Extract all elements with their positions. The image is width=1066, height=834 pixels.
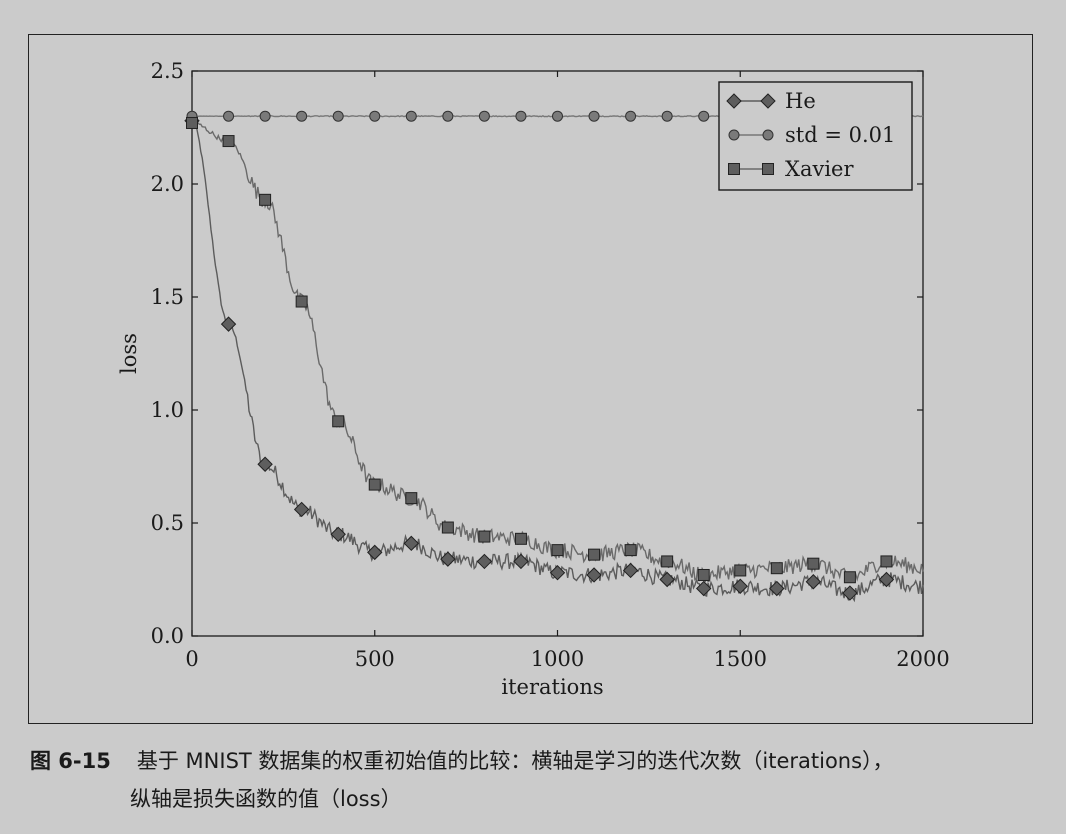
marker-s3-p19 [843,571,856,584]
y-tick-label-2: 0.5 [151,511,184,535]
marker-s3-p18 [807,557,820,570]
marker-s1-p20 [878,571,895,588]
marker-s3-p13 [624,544,637,557]
x-tick-label-1: 0 [185,647,198,671]
marker-s3-p14 [661,555,674,568]
marker-s1-p18 [805,574,822,590]
marker-s2-p14 [661,110,673,122]
marker-s1-p17 [769,580,785,597]
marker-s1-p16 [732,578,748,594]
marker-s1-p19 [842,585,858,601]
marker-s3-p16 [734,564,747,577]
x-axis-label: iterations [501,675,603,699]
legend-marker-1b [760,93,776,109]
series-line-1 [191,119,924,603]
marker-s2-p2 [223,110,235,122]
marker-s1-p5 [330,526,346,543]
marker-s2-p4 [296,110,308,122]
marker-s1-p12 [586,567,602,583]
figure-caption: 图 6-15 基于 MNIST 数据集的权重初始值的比较：横轴是学习的迭代次数（i… [30,742,1050,818]
marker-s2-p3 [259,110,271,122]
marker-s3-p8 [441,521,454,534]
legend-label-1: He [785,89,816,113]
y-tick-label-1: 0.0 [151,624,184,648]
marker-s3-p4 [295,295,308,308]
y-axis-label: loss [117,333,141,374]
marker-s2-p15 [698,110,710,122]
legend-marker-2a [728,129,740,141]
legend-marker-3a [728,163,740,175]
marker-s3-p9 [478,530,491,543]
marker-s2-p6 [369,110,381,122]
caption-text-1: 基于 MNIST 数据集的权重初始值的比较：横轴是学习的迭代次数（iterati… [136,749,894,773]
loss-chart: 0 500 1000 1500 2000 0.0 0.5 1.0 1.5 2.0 2.5 iterat… [117,59,950,699]
marker-s1-p4 [293,501,310,518]
marker-s1-p9 [476,553,493,570]
y-tick-label-5: 2.0 [151,172,184,196]
legend-marker-2b [762,129,774,141]
marker-s3-p11 [551,544,564,557]
marker-s3-p1 [186,116,198,129]
marker-s3-p17 [770,562,783,575]
marker-s3-p20 [880,555,893,568]
marker-s3-p10 [514,532,527,545]
legend-marker-1a [726,93,742,109]
marker-s2-p5 [332,110,344,122]
y-tick-label-6: 2.5 [151,59,184,83]
marker-s1-p15 [695,580,712,597]
marker-s1-p14 [659,571,675,588]
y-tick-label-3: 1.0 [151,398,184,422]
legend-label-2: std = 0.01 [785,123,895,147]
marker-s2-p9 [478,110,490,122]
marker-s2-p13 [625,110,637,122]
marker-s1-p13 [622,562,639,579]
marker-s1-p7 [403,535,420,552]
marker-s3-p15 [697,568,710,581]
marker-s1-p8 [440,551,456,567]
marker-s2-p7 [405,110,417,122]
x-tick-label-4: 1500 [714,647,767,671]
legend-label-3: Xavier [785,157,854,181]
legend-marker-3b [762,163,774,175]
marker-s3-p5 [332,415,345,428]
y-tick-label-4: 1.5 [151,285,184,309]
marker-s1-p3 [257,456,273,472]
legend-box [718,81,913,191]
marker-s2-p11 [552,110,563,122]
caption-figure-number: 图 6-15 [30,749,111,773]
x-tick-label-3: 1000 [531,647,584,671]
marker-s2-p12 [588,110,600,122]
marker-s3-p7 [405,492,418,505]
marker-s2-p10 [515,110,527,122]
marker-s1-p10 [513,553,529,570]
marker-s2-p8 [442,110,454,122]
caption-line-2: 纵轴是损失函数的值（loss） [130,787,402,811]
marker-s3-p3 [259,193,272,206]
marker-s3-p6 [368,478,381,491]
marker-s1-p11 [549,565,566,581]
caption-line-1: 图 6-15 基于 MNIST 数据集的权重初始值的比较：横轴是学习的迭代次数（i… [30,742,1050,780]
x-tick-label-5: 2000 [896,647,949,671]
marker-s3-p2 [222,135,235,148]
marker-s1-p6 [367,544,383,561]
marker-s3-p12 [588,548,601,561]
x-tick-label-2: 500 [355,647,395,671]
marker-s1-p2 [220,316,237,332]
